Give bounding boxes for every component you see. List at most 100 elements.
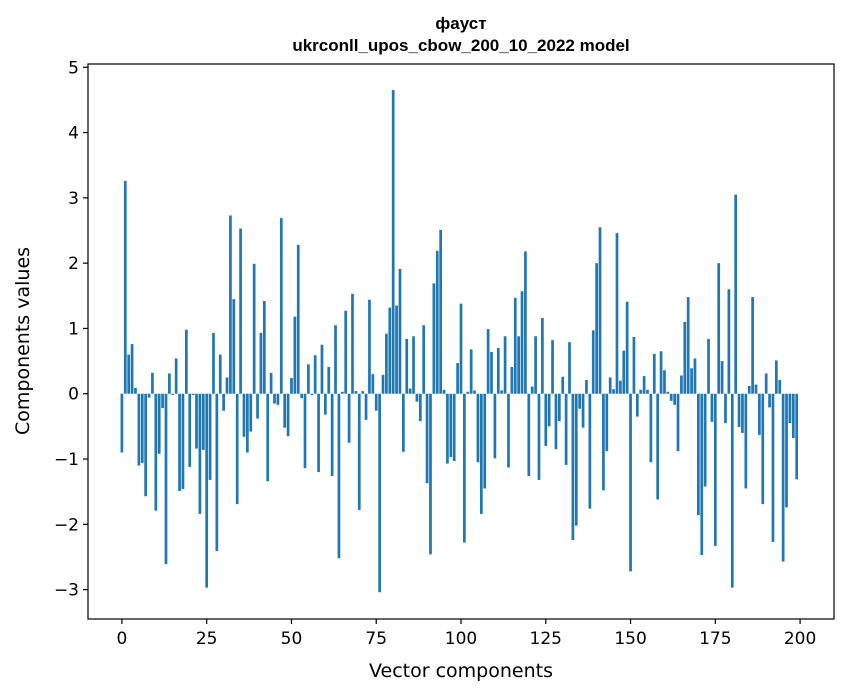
bar-164	[676, 393, 680, 452]
bar-86	[412, 336, 415, 394]
bar-177	[720, 361, 724, 394]
bar-50	[290, 378, 293, 394]
x-tick-label-200: 200	[784, 629, 816, 649]
bar-13	[164, 393, 168, 565]
bar-119	[524, 251, 527, 394]
bar-146	[615, 233, 619, 394]
chart-title: фауст	[435, 14, 486, 33]
bar-52	[296, 244, 300, 394]
bar-72	[364, 393, 368, 420]
bar-199	[795, 393, 799, 480]
bar-124	[541, 317, 544, 394]
bar-24	[201, 393, 205, 450]
bar-42	[262, 301, 266, 394]
axes-group: 0 25 50 75 100 125 150 175 200 −3 −2 −1 0 1 2 3 4 5	[54, 58, 835, 649]
x-tick-label-0: 0	[116, 629, 127, 649]
bar-15	[171, 393, 175, 396]
bar-3	[130, 344, 134, 394]
bar-117	[517, 336, 520, 394]
bar-4	[134, 387, 137, 394]
bar-183	[741, 393, 744, 433]
x-tick-label-50: 50	[281, 629, 303, 649]
y-tick-label--1: −1	[54, 450, 79, 470]
bar-198	[791, 393, 795, 439]
bar-56	[310, 393, 314, 396]
bar-128	[554, 393, 558, 450]
bar-108	[486, 329, 490, 394]
bar-125	[544, 393, 548, 446]
bar-148	[622, 350, 626, 394]
bar-70	[357, 393, 361, 510]
bar-53	[300, 393, 303, 399]
bar-60	[324, 393, 327, 415]
bar-71	[361, 391, 365, 394]
bar-165	[680, 375, 683, 394]
bar-187	[754, 384, 758, 394]
bar-95	[442, 389, 446, 394]
bar-97	[449, 393, 453, 458]
bar-41	[259, 333, 263, 394]
bar-170	[697, 393, 700, 516]
bar-196	[785, 393, 788, 508]
bar-61	[327, 366, 331, 394]
bar-81	[395, 305, 398, 394]
bar-149	[625, 301, 629, 394]
bar-173	[707, 338, 710, 394]
y-tick-label-1: 1	[68, 319, 79, 339]
bar-193	[775, 360, 778, 394]
bars-group	[120, 90, 799, 593]
bar-116	[513, 297, 517, 394]
bar-159	[659, 351, 663, 394]
bar-194	[778, 380, 782, 394]
bar-127	[551, 340, 554, 394]
bar-90	[425, 393, 429, 484]
bar-104	[473, 390, 476, 394]
bar-1	[123, 180, 127, 394]
bar-31	[225, 377, 229, 394]
bar-161	[666, 391, 670, 394]
bar-33	[232, 299, 236, 394]
bar-88	[418, 393, 422, 422]
bar-152	[635, 393, 639, 417]
x-tick-label-75: 75	[365, 629, 387, 649]
bar-112	[500, 390, 504, 394]
y-tick-label-2: 2	[68, 254, 79, 274]
bar-130	[561, 376, 565, 394]
bar-195	[781, 393, 785, 562]
bar-22	[195, 393, 198, 449]
bar-157	[652, 353, 656, 394]
y-tick-label--2: −2	[54, 515, 79, 535]
bar-78	[385, 333, 388, 394]
bar-150	[629, 393, 632, 572]
bar-137	[585, 380, 588, 394]
bar-40	[256, 393, 259, 419]
bar-123	[537, 393, 541, 480]
bar-68	[351, 293, 354, 394]
y-tick-label-3: 3	[68, 189, 79, 209]
bar-21	[191, 393, 195, 396]
bar-191	[768, 393, 771, 408]
bar-114	[507, 393, 510, 468]
bar-74	[371, 374, 375, 394]
bar-111	[496, 348, 500, 394]
bar-144	[608, 377, 612, 394]
bar-98	[452, 393, 456, 461]
bar-59	[320, 344, 324, 394]
bar-54	[303, 393, 307, 469]
bar-115	[510, 366, 514, 394]
bar-158	[656, 393, 660, 500]
bar-55	[307, 364, 310, 394]
x-tick-label-100: 100	[445, 629, 477, 649]
bar-14	[168, 373, 171, 394]
bar-96	[446, 393, 449, 464]
bar-8	[147, 393, 151, 398]
bar-156	[649, 393, 653, 463]
bar-188	[758, 393, 761, 435]
bar-38	[249, 393, 253, 432]
bar-43	[266, 393, 270, 482]
bar-192	[771, 393, 775, 542]
bar-75	[374, 393, 378, 411]
bar-5	[137, 393, 141, 466]
bar-166	[683, 321, 687, 394]
bar-7	[144, 393, 147, 497]
